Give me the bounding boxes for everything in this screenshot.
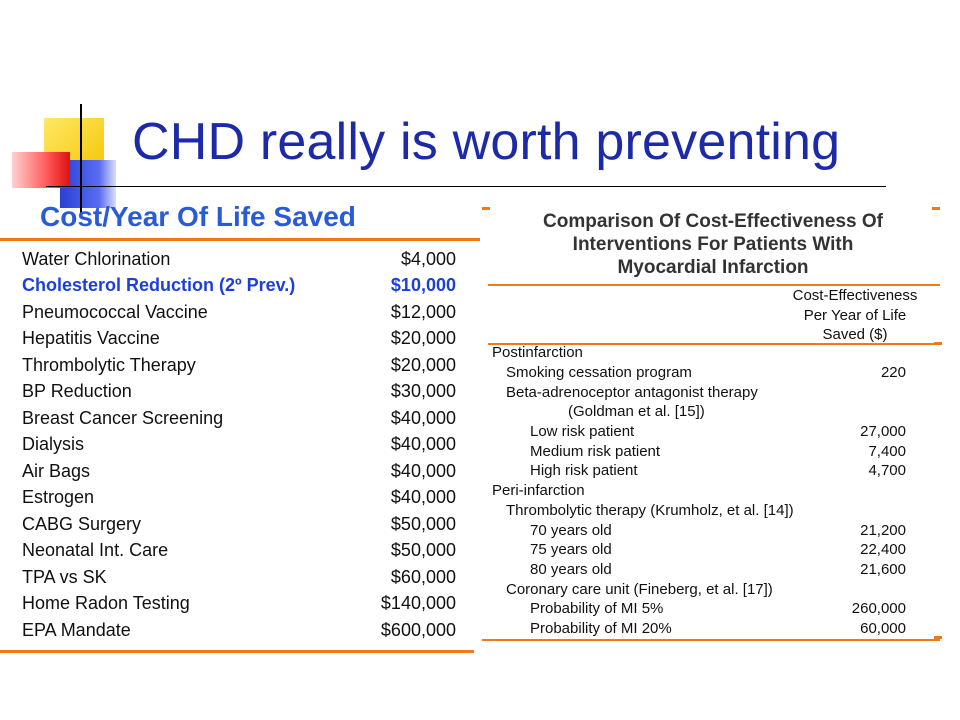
left-table-top-rule xyxy=(0,238,480,241)
right-table-title-line-2: Interventions For Patients With xyxy=(572,234,854,255)
corner-tick xyxy=(482,207,490,210)
left-table-bottom-rule xyxy=(0,650,474,653)
table-row: Estrogen $40,000 xyxy=(22,487,456,507)
table-row-value: 260,000 xyxy=(851,600,906,617)
table-row-value: 4,700 xyxy=(868,462,906,479)
slide-title: CHD really is worth preventing xyxy=(132,113,841,171)
table-row: Hepatitis Vaccine $20,000 xyxy=(22,328,456,348)
table-row-label: Thrombolytic therapy (Krumholz, et al. [… xyxy=(506,502,794,519)
table-row-label: Beta-adrenoceptor antagonist therapy xyxy=(506,384,758,401)
logo-vertical-line xyxy=(80,104,82,214)
table-row-label: Coronary care unit (Fineberg, et al. [17… xyxy=(506,581,773,598)
table-row-label: 80 years old xyxy=(530,561,612,578)
corner-tick xyxy=(932,207,940,210)
table-row-value: 22,400 xyxy=(860,541,906,558)
table-row-label: Probability of MI 20% xyxy=(530,620,672,637)
table-row-value: 7,400 xyxy=(868,443,906,460)
right-table-header-rule xyxy=(488,343,940,345)
table-row-value: 220 xyxy=(880,364,906,381)
corner-tick xyxy=(934,636,942,639)
table-row-label: (Goldman et al. [15]) xyxy=(568,403,705,420)
title-underline xyxy=(46,186,886,187)
table-row-label: 70 years old xyxy=(530,522,612,539)
table-row: Home Radon Testing $140,000 xyxy=(22,593,456,613)
logo-square-red xyxy=(12,152,70,188)
column-header-line-3: Saved ($) xyxy=(822,326,888,343)
table-row: EPA Mandate $600,000 xyxy=(22,620,456,640)
table-row: Pneumococcal Vaccine $12,000 xyxy=(22,302,456,322)
right-table-title-rule xyxy=(488,284,940,286)
table-row-value: 21,600 xyxy=(860,561,906,578)
table-row-highlighted: Cholesterol Reduction (2º Prev.) $10,000 xyxy=(22,275,456,295)
column-header-line-1: Cost-Effectiveness xyxy=(792,287,918,304)
table-row: Neonatal Int. Care $50,000 xyxy=(22,540,456,560)
right-table-title-line-1: Comparison Of Cost-Effectiveness Of xyxy=(543,211,883,232)
right-table-title-line-3: Myocardial Infarction xyxy=(617,257,809,278)
table-row-label: Medium risk patient xyxy=(530,443,661,460)
right-table-bottom-rule xyxy=(482,639,940,641)
table-row: BP Reduction $30,000 xyxy=(22,381,456,401)
table-row: TPA vs SK $60,000 xyxy=(22,567,456,587)
section-heading-peri-infarction: Peri-infarction xyxy=(492,482,585,499)
table-row-value: 21,200 xyxy=(860,522,906,539)
table-row: Breast Cancer Screening $40,000 xyxy=(22,408,456,428)
table-row: Air Bags $40,000 xyxy=(22,461,456,481)
section-heading-postinfarction: Postinfarction xyxy=(492,344,583,361)
table-row-value: 60,000 xyxy=(860,620,906,637)
column-header-line-2: Per Year of Life xyxy=(803,307,907,324)
table-row-label: High risk patient xyxy=(530,462,638,479)
left-table-title: Cost/Year Of Life Saved xyxy=(40,201,356,232)
table-row-label: Low risk patient xyxy=(530,423,635,440)
table-row: Dialysis $40,000 xyxy=(22,434,456,454)
table-row: Thrombolytic Therapy $20,000 xyxy=(22,355,456,375)
table-row-value: 27,000 xyxy=(860,423,906,440)
table-row-label: Probability of MI 5% xyxy=(530,600,664,617)
table-row: CABG Surgery $50,000 xyxy=(22,514,456,534)
table-row-label: Smoking cessation program xyxy=(506,364,692,381)
table-row: Water Chlorination $4,000 xyxy=(22,249,456,269)
table-row-label: 75 years old xyxy=(530,541,612,558)
